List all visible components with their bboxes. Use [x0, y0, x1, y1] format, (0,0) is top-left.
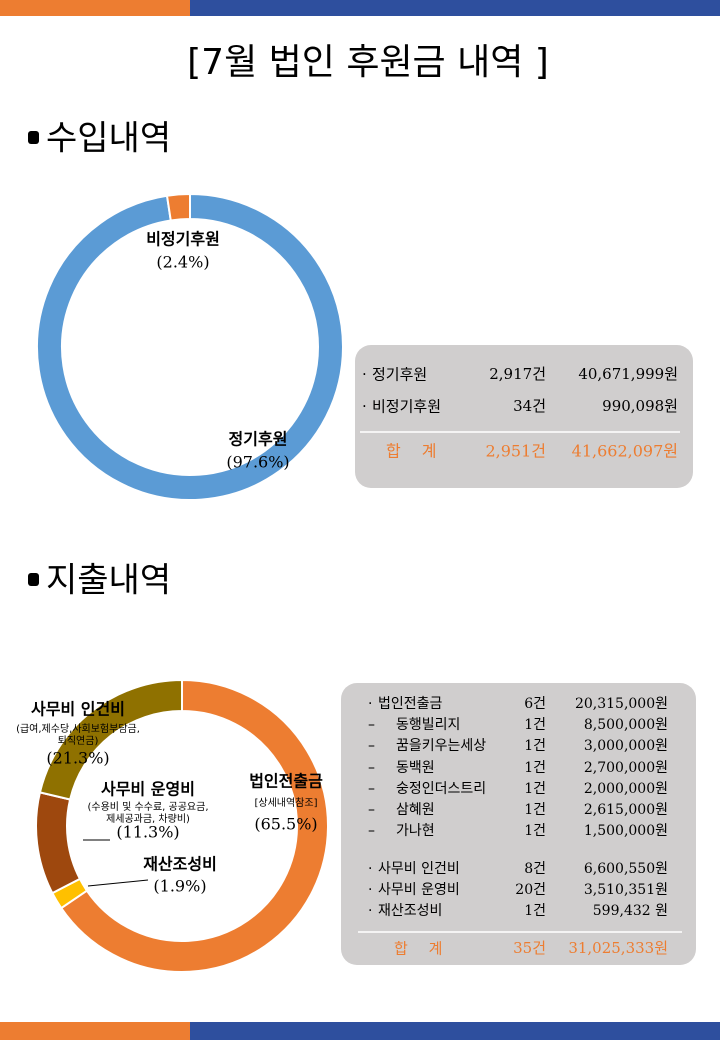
total-count: 2,951건 [485, 442, 546, 461]
row-count: 34건 [513, 397, 546, 415]
row-amount: 2,615,000원 [584, 802, 668, 818]
row-amount: 599,432 원 [593, 903, 668, 919]
bottom-bar-blue [190, 1022, 720, 1040]
top-bar-blue [190, 0, 720, 16]
page-title: [7월 법인 후원금 내역 ] [187, 42, 549, 83]
slice-value-label: (1.9%) [153, 877, 206, 896]
row-amount: 3,000,000원 [584, 738, 668, 754]
row-marker: · [362, 366, 367, 384]
row-count: 2,917건 [489, 365, 546, 383]
row-name: 비정기후원 [372, 398, 441, 416]
row-amount: 3,510,351원 [584, 882, 668, 898]
slice-sublabel: 제세공과금, 차량비) [106, 813, 190, 825]
row-count: 1건 [524, 760, 546, 776]
row-name: 법인전출금 [378, 696, 443, 712]
total-label: 합 계 [386, 442, 445, 461]
slice-sublabel: [상세내역참조] [254, 797, 317, 809]
row-name: 가나현 [396, 823, 435, 839]
slice-value-label: (97.6%) [226, 453, 289, 472]
row-name: 동백원 [396, 760, 435, 776]
slice-sublabel: (급여,제수당,사회보험부담금, [16, 723, 140, 735]
row-name: 동행빌리지 [396, 717, 460, 733]
donut-slice [59, 678, 329, 973]
row-marker: – [368, 738, 375, 754]
slice-label: 정기후원 [229, 430, 288, 449]
row-amount: 1,500,000원 [584, 823, 668, 839]
slice-value-label: (2.4%) [156, 253, 209, 272]
row-marker: – [368, 760, 375, 776]
section-heading: 지출내역 [46, 561, 171, 601]
section-heading: 수입내역 [46, 119, 171, 159]
slice-value-label: (11.3%) [116, 823, 179, 842]
slice-value-label: (65.5%) [254, 815, 317, 834]
row-marker: – [368, 717, 375, 733]
total-amount: 31,025,333원 [568, 939, 668, 957]
donut-slice [36, 192, 344, 501]
row-name: 숭정인더스트리 [396, 781, 486, 797]
slice-label: 비정기후원 [146, 230, 220, 249]
bottom-bar-orange [0, 1022, 190, 1040]
row-name: 사무비 인건비 [378, 861, 460, 877]
slice-label: 사무비 운영비 [101, 780, 195, 799]
table-box [341, 683, 696, 965]
row-amount: 2,000,000원 [584, 781, 668, 797]
donut-slice [38, 678, 183, 801]
row-marker: – [368, 781, 375, 797]
row-name: 삼혜원 [396, 802, 435, 818]
row-count: 1건 [524, 823, 546, 839]
row-marker: – [368, 823, 375, 839]
total-count: 35건 [513, 939, 546, 957]
row-count: 1건 [524, 781, 546, 797]
slice-label: 사무비 인건비 [31, 700, 125, 719]
row-name: 정기후원 [372, 366, 427, 384]
row-amount: 20,315,000원 [575, 696, 668, 712]
row-count: 1건 [524, 903, 546, 919]
row-count: 6건 [524, 696, 546, 712]
table-box [355, 345, 693, 488]
row-marker: · [368, 903, 372, 919]
donut-slice [35, 791, 82, 895]
row-marker: · [362, 398, 367, 416]
row-count: 1건 [524, 802, 546, 818]
slice-sublabel: 퇴직연금) [58, 735, 99, 747]
row-count: 20건 [515, 882, 546, 898]
row-amount: 8,500,000원 [584, 717, 668, 733]
row-count: 1건 [524, 738, 546, 754]
bullet [28, 131, 39, 144]
row-marker: – [368, 802, 375, 818]
slice-value-label: (21.3%) [46, 749, 109, 768]
slice-sublabel: (수용비 및 수수료, 공공요금, [88, 801, 209, 813]
row-amount: 6,600,550원 [584, 861, 668, 877]
total-label: 합 계 [394, 940, 450, 958]
slice-label: 법인전출금 [249, 772, 323, 791]
row-count: 1건 [524, 717, 546, 733]
row-marker: · [368, 861, 372, 877]
row-amount: 40,671,999원 [578, 365, 678, 383]
row-name: 재산조성비 [378, 903, 442, 919]
row-amount: 990,098원 [602, 397, 678, 415]
bullet [28, 573, 39, 586]
row-amount: 2,700,000원 [584, 760, 668, 776]
row-count: 8건 [524, 861, 546, 877]
slice-label: 재산조성비 [143, 855, 217, 874]
row-name: 꿈을키우는세상 [396, 738, 486, 754]
row-marker: · [368, 696, 372, 712]
row-marker: · [368, 882, 372, 898]
top-bar-orange [0, 0, 190, 16]
row-name: 사무비 운영비 [378, 882, 460, 898]
total-amount: 41,662,097원 [572, 442, 678, 461]
donut-slice [165, 192, 191, 222]
leader-line [87, 879, 149, 887]
